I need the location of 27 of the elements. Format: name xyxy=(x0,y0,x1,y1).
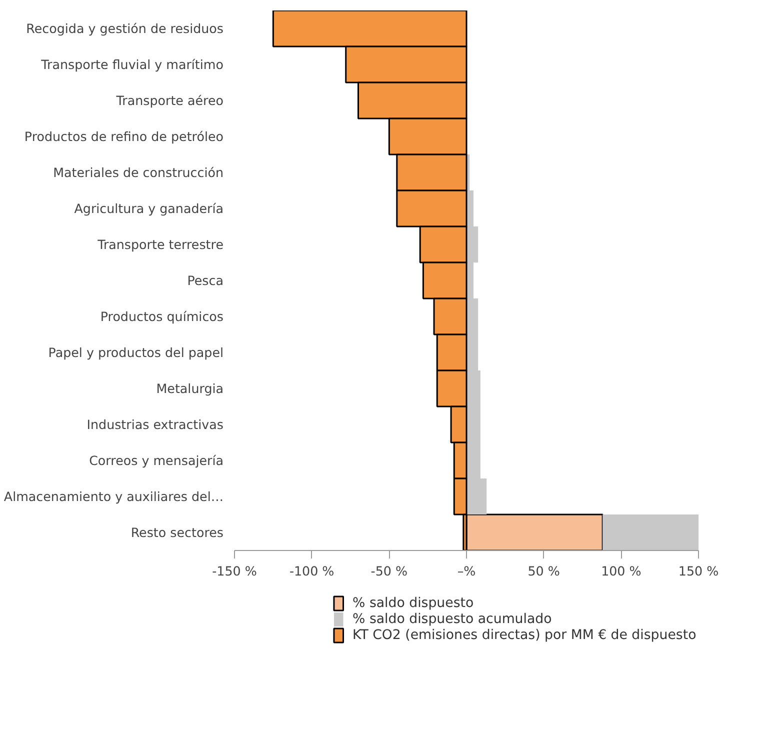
y-tick-label: Resto sectores xyxy=(130,525,224,540)
legend-label: % saldo dispuesto xyxy=(352,596,474,611)
bar xyxy=(466,514,604,550)
y-tick-label: Pesca xyxy=(187,273,224,288)
y-tick-label: Transporte fluvial y marítimo xyxy=(40,57,224,72)
y-tick-label: Recogida y gestión de residuos xyxy=(26,21,224,36)
y-tick-label: Metalurgia xyxy=(156,381,224,396)
x-tick-label: 100 % xyxy=(601,564,642,578)
x-tick-label: -50 % xyxy=(370,564,408,578)
x-tick-label: –% xyxy=(457,564,476,578)
y-tick-label: Almacenamiento y auxiliares del… xyxy=(4,489,224,504)
y-tick-label: Agricultura y ganadería xyxy=(74,201,224,216)
y-tick-label: Correos y mensajería xyxy=(89,453,224,468)
y-tick-label: Industrias extractivas xyxy=(86,417,224,432)
y-tick-label: Transporte aéreo xyxy=(115,93,224,108)
y-tick-label: Transporte terrestre xyxy=(96,237,224,252)
x-tick-label: -150 % xyxy=(212,564,257,578)
x-tick-label: 150 % xyxy=(678,564,719,578)
y-tick-label: Productos químicos xyxy=(100,309,224,324)
y-tick-label: Materiales de construcción xyxy=(53,165,224,180)
legend-label: KT CO2 (emisiones directas) por MM € de dispuesto xyxy=(352,628,696,643)
bar xyxy=(602,514,698,550)
x-tick-label: -100 % xyxy=(289,564,334,578)
legend-label: % saldo dispuesto acumulado xyxy=(352,612,552,627)
x-tick-label: 50 % xyxy=(528,564,560,578)
y-tick-label: Papel y productos del papel xyxy=(48,345,224,360)
y-tick-label: Productos de refino de petróleo xyxy=(24,129,224,144)
